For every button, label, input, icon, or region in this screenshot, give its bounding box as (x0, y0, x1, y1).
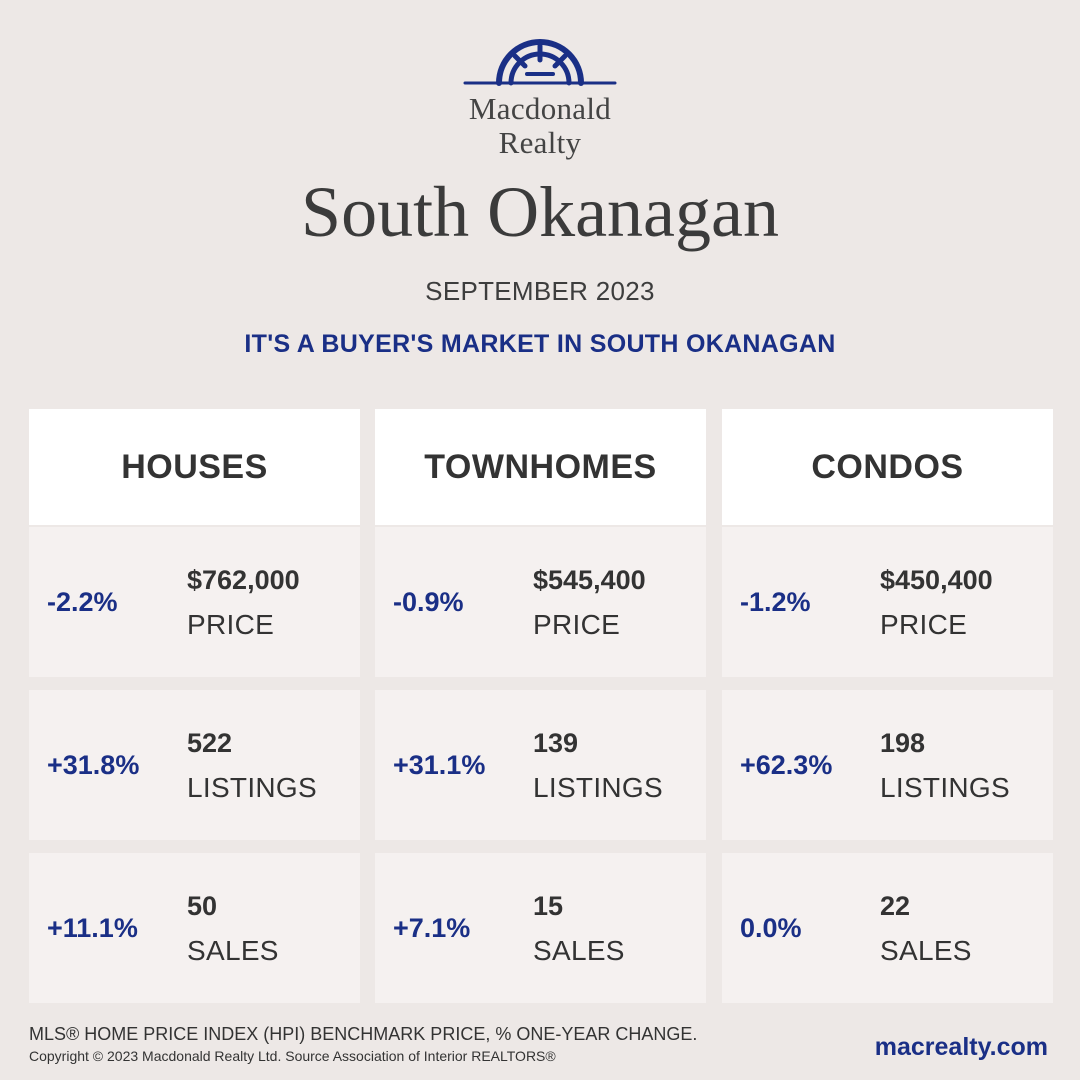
listings-label: LISTINGS (187, 772, 317, 803)
category-header: CONDOS (722, 409, 1053, 525)
listings-value: 522 (187, 728, 233, 758)
copyright-notice: Copyright © 2023 Macdonald Realty Ltd. S… (29, 1048, 556, 1064)
listings-change: +31.8% (47, 750, 140, 780)
price-cell: -0.9% $545,400 PRICE (375, 527, 706, 677)
brand-logo: Macdonald Realty (0, 38, 1080, 160)
sales-value: 22 (880, 891, 911, 921)
sales-label: SALES (533, 935, 625, 966)
sales-change: +11.1% (47, 913, 138, 943)
sales-label: SALES (187, 935, 279, 966)
hpi-footnote: MLS® HOME PRICE INDEX (HPI) BENCHMARK PR… (29, 1024, 698, 1044)
price-change: -1.2% (740, 587, 811, 617)
brand-name-line1: Macdonald (468, 91, 612, 126)
website-link[interactable]: macrealty.com (874, 1033, 1048, 1061)
sales-label: SALES (880, 935, 972, 966)
price-cell: -2.2% $762,000 PRICE (29, 527, 360, 677)
price-value: $545,400 (533, 565, 646, 595)
price-label: PRICE (187, 609, 275, 640)
category-column-condos: CONDOS -1.2% $450,400 PRICE +62.3% 198 L… (722, 409, 1053, 1003)
sales-change: 0.0% (740, 913, 802, 943)
price-value: $450,400 (880, 565, 993, 595)
category-header: TOWNHOMES (375, 409, 706, 525)
sales-cell: 0.0% 22 SALES (722, 853, 1053, 1003)
report-period: SEPTEMBER 2023 (425, 276, 655, 306)
listings-value: 198 (880, 728, 926, 758)
price-label: PRICE (533, 609, 621, 640)
listings-change: +62.3% (740, 750, 833, 780)
listings-label: LISTINGS (880, 772, 1010, 803)
market-headline: IT'S A BUYER'S MARKET IN SOUTH OKANAGAN (244, 330, 836, 358)
sales-change: +7.1% (393, 913, 471, 943)
listings-cell: +62.3% 198 LISTINGS (722, 690, 1053, 840)
category-header: HOUSES (29, 409, 360, 525)
category-column-townhomes: TOWNHOMES -0.9% $545,400 PRICE +31.1% 13… (375, 409, 706, 1003)
price-value: $762,000 (187, 565, 300, 595)
listings-cell: +31.1% 139 LISTINGS (375, 690, 706, 840)
region-title: South Okanagan (301, 172, 779, 252)
brand-name-line2: Realty (498, 125, 582, 160)
listings-label: LISTINGS (533, 772, 663, 803)
price-change: -0.9% (393, 587, 464, 617)
listings-value: 139 (533, 728, 579, 758)
sales-value: 50 (187, 891, 218, 921)
sales-cell: +7.1% 15 SALES (375, 853, 706, 1003)
price-label: PRICE (880, 609, 968, 640)
sales-value: 15 (533, 891, 564, 921)
price-cell: -1.2% $450,400 PRICE (722, 527, 1053, 677)
sales-cell: +11.1% 50 SALES (29, 853, 360, 1003)
price-change: -2.2% (47, 587, 118, 617)
category-column-houses: HOUSES -2.2% $762,000 PRICE +31.8% 522 L… (29, 409, 360, 1003)
listings-change: +31.1% (393, 750, 486, 780)
listings-cell: +31.8% 522 LISTINGS (29, 690, 360, 840)
sunburst-arch-logo-icon (463, 39, 617, 86)
